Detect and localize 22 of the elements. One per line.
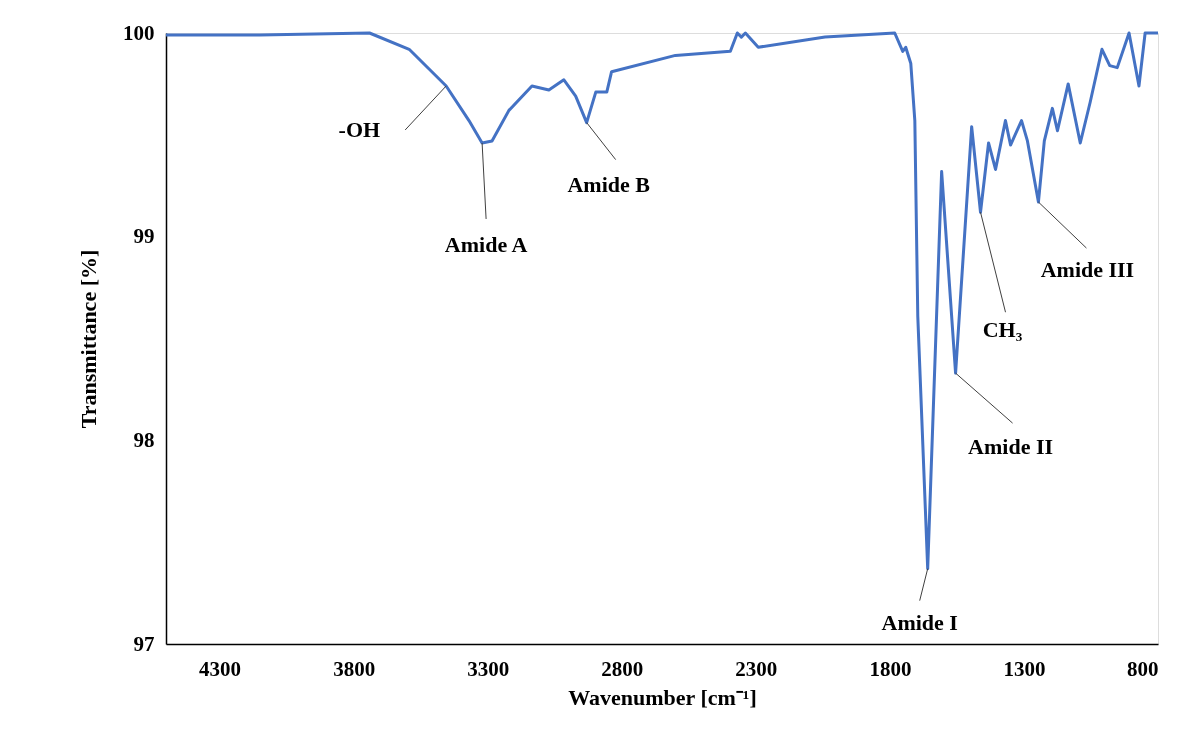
annotation: Amide A [444, 231, 528, 257]
x-tick-label: 800 [1127, 656, 1159, 681]
annotation: Amide B [567, 171, 651, 197]
y-tick-label: 97 [133, 631, 155, 656]
x-tick-label: 1800 [869, 656, 912, 681]
line-series [164, 31, 1160, 571]
x-tick-label: 2800 [601, 656, 644, 681]
x-axis-title: Wavenumber [cm⁻¹] [568, 684, 757, 710]
annotation: Amide II [968, 434, 1054, 460]
annotation: -OH [338, 116, 381, 142]
y-tick-label: 100 [123, 20, 155, 45]
x-tick-label: 3300 [467, 656, 510, 681]
y-axis-title: Transmittance [%] [76, 249, 101, 429]
x-tick-label: 1300 [1003, 656, 1046, 681]
annotation: Amide I [881, 609, 958, 635]
y-tick-label: 98 [133, 427, 155, 452]
annotation: Amide III [1040, 257, 1135, 283]
y-tick-label: 99 [133, 224, 155, 249]
x-tick-label: 2300 [735, 656, 778, 681]
x-tick-label: 4300 [199, 656, 242, 681]
annotation: CH₃ [982, 317, 1023, 343]
x-tick-label: 3800 [333, 656, 376, 681]
